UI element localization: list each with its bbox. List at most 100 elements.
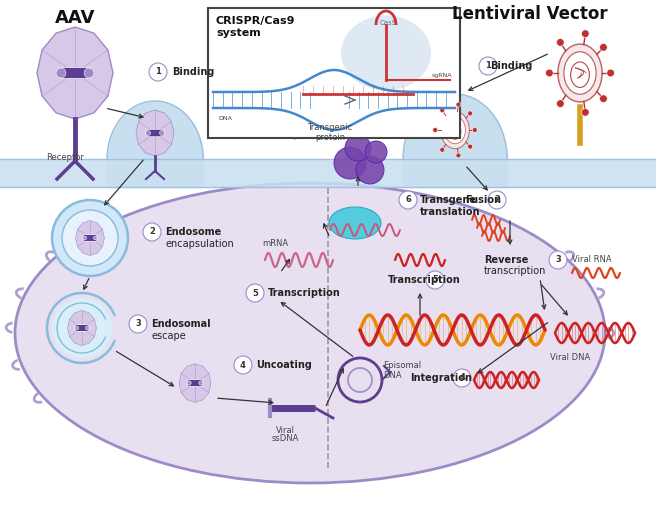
Circle shape xyxy=(83,236,87,240)
Text: transcription: transcription xyxy=(484,266,546,276)
Circle shape xyxy=(600,43,607,51)
Text: Reverse: Reverse xyxy=(484,255,528,265)
FancyBboxPatch shape xyxy=(83,234,97,241)
Text: translation: translation xyxy=(420,207,480,217)
Text: Binding: Binding xyxy=(172,67,215,77)
Polygon shape xyxy=(68,310,96,345)
Polygon shape xyxy=(136,110,174,156)
FancyBboxPatch shape xyxy=(208,8,460,138)
Text: 2: 2 xyxy=(494,195,500,204)
Text: 6: 6 xyxy=(405,195,411,204)
Ellipse shape xyxy=(52,298,112,358)
Bar xyxy=(0,159,656,187)
Text: Endosome: Endosome xyxy=(165,227,221,237)
Circle shape xyxy=(426,271,444,289)
Circle shape xyxy=(159,130,165,136)
Circle shape xyxy=(581,30,589,37)
Polygon shape xyxy=(37,27,113,119)
Circle shape xyxy=(62,210,118,266)
Circle shape xyxy=(52,200,128,276)
FancyBboxPatch shape xyxy=(59,68,91,79)
Ellipse shape xyxy=(329,207,381,239)
Polygon shape xyxy=(179,364,211,402)
Ellipse shape xyxy=(341,15,431,90)
Text: Fusion: Fusion xyxy=(465,195,501,205)
Circle shape xyxy=(85,326,89,330)
Circle shape xyxy=(600,95,607,102)
Text: Receptor: Receptor xyxy=(46,153,84,162)
Text: 4: 4 xyxy=(240,361,246,370)
FancyBboxPatch shape xyxy=(75,325,89,332)
Ellipse shape xyxy=(564,52,596,95)
Circle shape xyxy=(356,156,384,184)
Circle shape xyxy=(556,100,564,107)
Circle shape xyxy=(399,191,417,209)
Circle shape xyxy=(234,356,252,374)
Text: Transgenic: Transgenic xyxy=(308,124,352,133)
Text: sgRNA: sgRNA xyxy=(432,73,452,78)
Circle shape xyxy=(472,128,478,133)
Circle shape xyxy=(345,135,371,161)
Text: Viral: Viral xyxy=(276,426,295,435)
Circle shape xyxy=(453,369,471,387)
Text: Uncoating: Uncoating xyxy=(256,360,312,370)
Circle shape xyxy=(75,326,79,330)
FancyBboxPatch shape xyxy=(146,129,164,137)
Circle shape xyxy=(93,236,97,240)
Text: Viral RNA: Viral RNA xyxy=(572,256,611,265)
Text: ssDNA: ssDNA xyxy=(272,434,298,443)
Text: 1: 1 xyxy=(485,61,491,71)
Ellipse shape xyxy=(445,116,466,144)
Text: 5: 5 xyxy=(432,276,438,285)
Text: mRNA: mRNA xyxy=(262,239,288,248)
Circle shape xyxy=(549,251,567,269)
Ellipse shape xyxy=(558,44,602,102)
Circle shape xyxy=(146,130,150,136)
Circle shape xyxy=(479,57,497,75)
Text: CRISPR/Cas9
system: CRISPR/Cas9 system xyxy=(216,16,295,39)
Text: 1: 1 xyxy=(155,68,161,77)
Circle shape xyxy=(440,147,445,152)
Circle shape xyxy=(440,108,445,112)
Text: DNA: DNA xyxy=(218,116,232,120)
Text: encapsulation: encapsulation xyxy=(165,239,234,249)
Text: DNA: DNA xyxy=(383,371,401,380)
Text: 3: 3 xyxy=(135,319,141,328)
Polygon shape xyxy=(75,221,104,256)
Circle shape xyxy=(433,128,438,133)
Circle shape xyxy=(456,102,461,107)
Circle shape xyxy=(488,191,506,209)
Circle shape xyxy=(468,144,472,149)
Circle shape xyxy=(246,284,264,302)
Circle shape xyxy=(456,153,461,158)
Text: 3: 3 xyxy=(555,256,561,265)
Text: Transgene: Transgene xyxy=(420,195,477,205)
Circle shape xyxy=(546,69,553,77)
Text: 2: 2 xyxy=(149,228,155,237)
FancyBboxPatch shape xyxy=(187,380,203,386)
Text: 5: 5 xyxy=(252,288,258,297)
Circle shape xyxy=(468,111,472,116)
Text: Binding: Binding xyxy=(490,61,533,71)
Circle shape xyxy=(187,381,191,385)
Text: 4: 4 xyxy=(459,373,465,382)
Text: AAV: AAV xyxy=(55,9,95,27)
Ellipse shape xyxy=(15,183,605,483)
Circle shape xyxy=(556,39,564,46)
Circle shape xyxy=(143,223,161,241)
Text: Viral DNA: Viral DNA xyxy=(550,353,590,362)
Text: escape: escape xyxy=(151,331,186,341)
Text: Transcription: Transcription xyxy=(268,288,340,298)
Ellipse shape xyxy=(441,111,469,149)
Text: Cas9: Cas9 xyxy=(379,20,397,26)
Circle shape xyxy=(607,69,615,77)
Circle shape xyxy=(84,68,94,78)
Text: Transcription: Transcription xyxy=(388,275,461,285)
Circle shape xyxy=(149,63,167,81)
Text: Episomal: Episomal xyxy=(383,362,421,371)
Circle shape xyxy=(581,109,589,116)
Circle shape xyxy=(334,147,366,179)
Circle shape xyxy=(365,141,387,163)
Circle shape xyxy=(56,68,66,78)
Text: Lentiviral Vector: Lentiviral Vector xyxy=(452,5,608,23)
